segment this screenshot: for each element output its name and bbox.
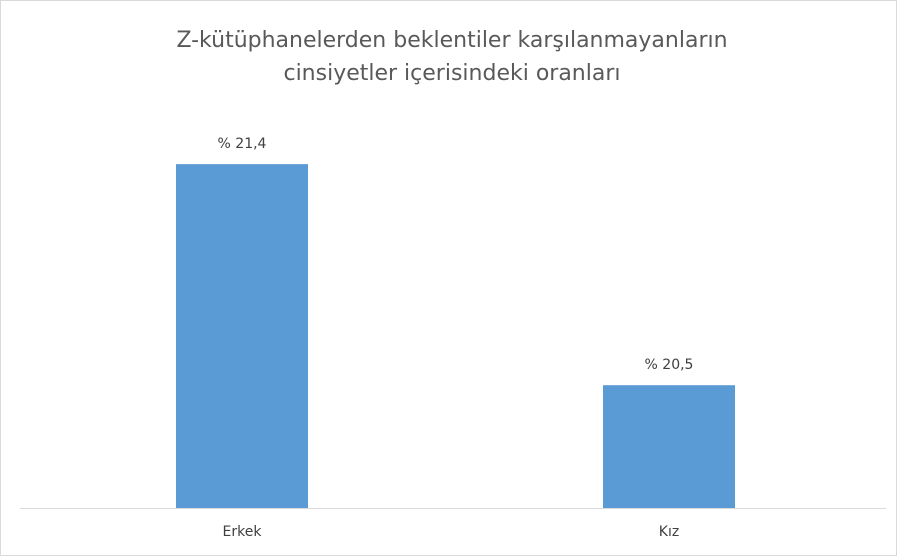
data-label: % 21,4	[218, 136, 267, 152]
bar	[603, 385, 735, 508]
data-label: % 20,5	[645, 357, 694, 373]
chart-title: cinsiyetler içerisindeki oranları	[283, 61, 620, 86]
bar	[176, 164, 308, 508]
x-tick-label: Erkek	[223, 524, 263, 540]
chart-title: Z-kütüphanelerden beklentiler karşılanma…	[176, 28, 727, 53]
x-tick-label: Kız	[659, 524, 679, 540]
